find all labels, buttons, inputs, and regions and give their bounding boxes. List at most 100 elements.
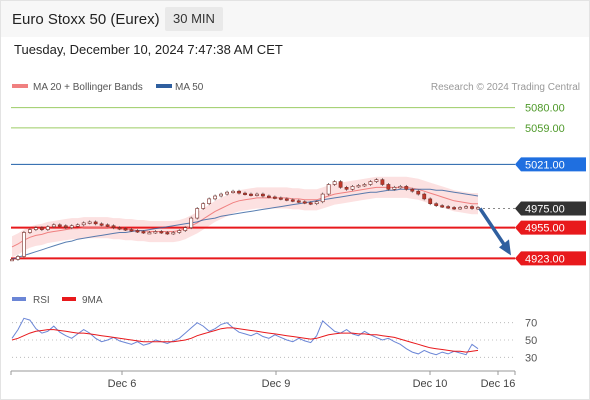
candle-body [392,187,397,190]
candle-body [266,195,271,198]
candle-body [362,184,367,187]
candle-body [147,232,152,235]
level-label-5059.00: 5059.00 [525,123,565,135]
candle-body [308,202,313,205]
projection-arrow-head [499,239,511,256]
legend-rsi-swatch [12,297,26,301]
candle-body [398,186,403,189]
candle-body [290,199,295,202]
legend-rsi-label: RSI [33,295,50,306]
candle-body [296,200,301,203]
candle-body [219,193,224,197]
candle-body [87,221,92,224]
candle-body [111,225,116,228]
candle-body [39,227,44,230]
candle-body [452,207,457,210]
level-label-4923.00: 4923.00 [525,253,565,265]
level-label-5021.00: 5021.00 [525,159,565,171]
candle-body [10,259,14,262]
candle-body [380,179,385,185]
candle-body [195,208,200,219]
level-tag-4923.00 [515,251,586,266]
candle-body [332,181,337,185]
candle-body [344,187,349,190]
legend-ma50-label: MA 50 [175,82,204,93]
candle-body [201,203,206,209]
candle-body [374,179,379,182]
candle-body [171,232,176,235]
candle-body [16,256,20,260]
candle-body [302,201,307,204]
candle-body [404,186,409,190]
candle-body [231,190,235,193]
candle-body [314,201,319,204]
candle-body [51,224,56,228]
timeframe-badge[interactable]: 30 MIN [165,7,223,31]
candle-body [458,207,462,210]
bollinger-band [12,176,478,258]
rsi-tick-label: 50 [525,335,537,347]
candle-body [368,181,373,185]
candle-body [255,193,259,196]
candle-body [93,221,98,225]
candle-body [141,231,146,234]
candle-body [434,203,439,206]
candle-body [237,190,241,194]
candle-body [57,224,62,227]
candle-body [129,229,134,232]
candle-body [249,193,253,196]
candle-body [183,227,188,231]
rsi-ma-line [11,327,479,353]
candle-body [320,193,325,203]
candle-body [476,207,480,210]
candle-body [386,184,391,190]
candle-body [22,232,26,257]
candle-body [440,205,445,208]
chart-watermark: Research © 2024 Trading Central [431,82,580,93]
candle-body [75,224,80,227]
x-tick-label: Dec 16 [481,378,516,390]
candle-body [410,188,415,192]
candle-body [159,231,164,234]
candle-body [350,186,355,190]
legend-ma20-label: MA 20 + Bollinger Bands [33,82,143,93]
x-tick-label: Dec 6 [108,378,137,390]
level-label-5080.00: 5080.00 [525,103,565,115]
chart-header: Euro Stoxx 50 (Eurex) 30 MIN [1,1,589,37]
candle-body [225,191,229,195]
legend-ma20-swatch [12,84,28,88]
legend-ma50-swatch [156,84,172,88]
candle-body [261,193,265,197]
level-tag-4975.00 [515,201,586,216]
level-label-4955.00: 4955.00 [525,223,565,235]
candle-body [165,232,170,235]
candle-body [428,198,433,204]
rsi-tick-label: 70 [525,318,537,330]
candle-body [356,185,361,188]
candle-body [45,226,50,230]
projection-arrow-shaft [478,207,508,249]
legend-9ma-swatch [62,297,76,301]
level-label-4975.00: 4975.00 [525,203,565,215]
candle-body [213,195,218,200]
chart-title: Euro Stoxx 50 (Eurex) [12,11,160,28]
x-tick-label: Dec 10 [413,378,448,390]
candle-body [464,206,468,209]
candle-body [446,206,451,209]
candle-body [105,224,110,227]
candle-body [243,192,247,195]
candle-body [278,197,283,200]
candle-body [326,184,331,195]
candle-body [284,198,289,201]
candle-body [153,231,158,234]
candle-body [63,225,68,228]
candle-body [135,230,140,233]
rsi-tick-label: 30 [525,352,537,364]
candle-body [177,230,182,233]
candle-body [422,193,427,200]
candle-body [99,223,104,226]
candle-body [33,227,38,230]
candle-body [28,229,32,233]
candle-body [272,196,277,199]
